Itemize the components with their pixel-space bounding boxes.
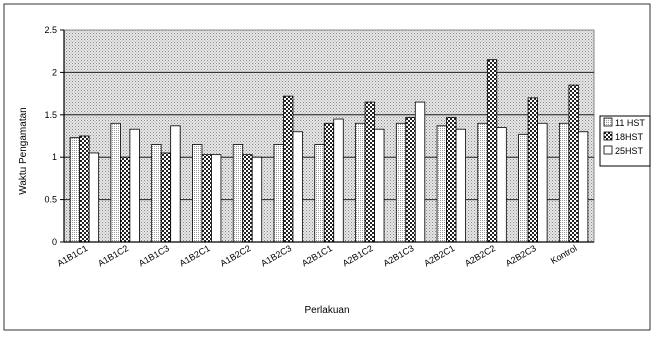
- bar: [537, 122, 548, 243]
- bar: [110, 122, 121, 243]
- bar: [395, 122, 407, 243]
- bar: [151, 144, 162, 243]
- bar: [364, 101, 375, 243]
- y-tick-label: 0.5: [44, 195, 57, 205]
- bar: [455, 128, 466, 243]
- y-axis-title: Waktu Pengamatan: [18, 107, 29, 194]
- bar: [436, 125, 447, 243]
- bar: [414, 101, 426, 243]
- bar: [486, 59, 498, 243]
- bar: [527, 97, 538, 243]
- bar: [211, 154, 222, 243]
- bar: [201, 154, 212, 243]
- bar: [170, 125, 181, 243]
- bar: [355, 122, 366, 243]
- bar: [323, 122, 335, 243]
- y-tick-label: 0: [52, 237, 57, 247]
- legend-swatch: [603, 117, 613, 127]
- bar: [88, 152, 100, 243]
- bar: [242, 154, 253, 243]
- bar: [192, 144, 203, 243]
- bar: [129, 128, 140, 243]
- bar: [446, 116, 457, 243]
- legend-swatch: [603, 131, 613, 141]
- bar: [273, 144, 284, 243]
- bar: [568, 84, 579, 243]
- bar: [477, 122, 488, 243]
- bar: [314, 144, 325, 243]
- y-tick-label: 1: [52, 152, 57, 162]
- y-tick-label: 1.5: [44, 110, 57, 120]
- bar: [558, 122, 570, 243]
- legend-label: 18HST: [615, 132, 644, 142]
- bar: [405, 116, 416, 243]
- bar: [69, 137, 81, 243]
- legend-label: 25HST: [615, 146, 644, 156]
- x-axis-title: Perlakuan: [304, 305, 349, 316]
- bar: [374, 128, 385, 243]
- legend-swatch: [603, 145, 613, 155]
- y-tick-label: 2: [52, 67, 57, 77]
- bar: [251, 156, 263, 243]
- bar: [577, 131, 589, 243]
- bar: [79, 135, 90, 243]
- legend-label: 11 HST: [615, 118, 645, 128]
- bar: [518, 133, 529, 243]
- bar: [120, 156, 131, 243]
- bar: [160, 152, 172, 243]
- bar: [232, 144, 244, 243]
- y-tick-label: 2.5: [44, 25, 57, 35]
- bar: [292, 131, 303, 243]
- bar: [283, 95, 294, 243]
- bar: [333, 118, 344, 243]
- bar: [496, 127, 507, 243]
